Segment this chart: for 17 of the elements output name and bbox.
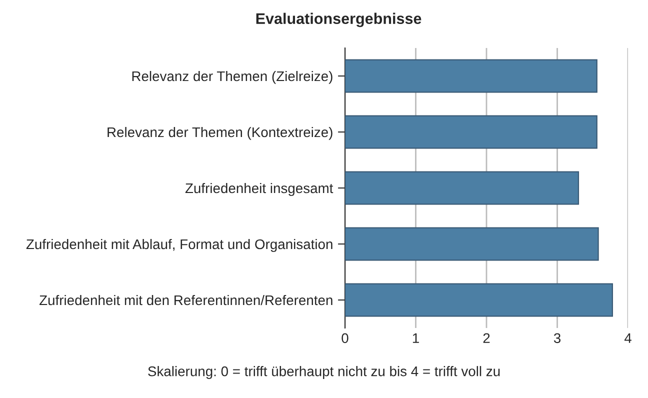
x-tick-label: 2 bbox=[483, 333, 490, 343]
chart-title: Evaluationsergebnisse bbox=[256, 12, 422, 28]
bar bbox=[345, 115, 598, 149]
x-tick-label: 3 bbox=[554, 333, 560, 344]
y-tick-label: Zufriedenheit mit Ablauf, Format und Organisation bbox=[26, 238, 332, 252]
x-tick-label: 0 bbox=[342, 333, 348, 344]
y-tick-label: Zufriedenheit insgesamt bbox=[185, 182, 334, 196]
bar bbox=[345, 59, 598, 93]
y-tick-label: Zufriedenheit mit den Referentinnen/Referenten bbox=[39, 294, 332, 306]
x-tick-label: 4 bbox=[624, 333, 632, 343]
bar bbox=[345, 283, 613, 317]
y-tick-label: Relevanz der Themen (Zielreize) bbox=[132, 70, 332, 84]
text: Skalierung: 0 = trifft überhaupt nicht zu bis 4 = trifft voll zu bbox=[148, 366, 500, 379]
x-tick-label: 1 bbox=[412, 333, 419, 343]
y-tick-label: Relevanz der Themen (Kontextreize) bbox=[108, 126, 332, 140]
bar bbox=[345, 227, 599, 261]
bar bbox=[345, 171, 580, 205]
